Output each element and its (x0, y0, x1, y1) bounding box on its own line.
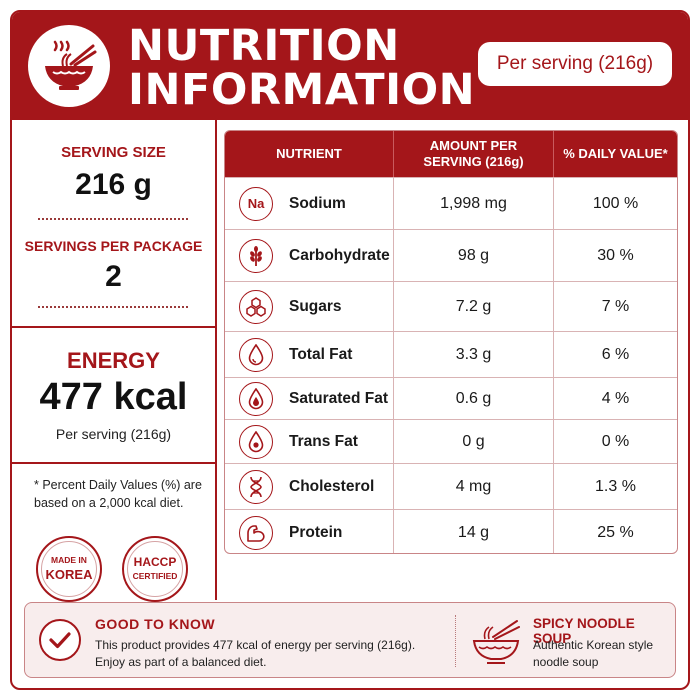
made-in-korea-badge: MADE IN KOREA (36, 536, 102, 602)
header-banner: NUTRITION INFORMATION Per serving (216g) (12, 12, 688, 120)
nutrient-name: Cholesterol (289, 477, 375, 495)
summary-column: SERVING SIZE 216 g SERVINGS PER PACKAGE … (12, 120, 217, 602)
column-header-amount: AMOUNT PER SERVING (216g) (393, 131, 553, 177)
nutrient-name: Total Fat (289, 345, 353, 363)
energy-label: ENERGY (67, 348, 160, 373)
table-row: Cholesterol 4 mg 1.3 % (225, 463, 677, 509)
page-title: NUTRITION INFORMATION (128, 21, 476, 115)
column-header-daily-value: % DAILY VALUE* (553, 131, 677, 177)
servings-per-package-label: SERVINGS PER PACKAGE (24, 238, 203, 254)
serving-badge: Per serving (216g) (478, 42, 672, 86)
info-footer: GOOD TO KNOW This product provides 477 k… (24, 602, 676, 678)
daily-value-note: * Percent Daily Values (%) are based on … (34, 478, 202, 510)
nutrient-name: Trans Fat (289, 432, 358, 450)
good-to-know-text: This product provides 477 kcal of energy… (95, 638, 416, 669)
nutrient-name: Saturated Fat (289, 389, 389, 407)
good-to-know-title: GOOD TO KNOW (95, 616, 216, 632)
nutrient-name: Sugars (289, 297, 342, 315)
table-row: Protein 14 g 25 % (225, 509, 677, 553)
nutrient-name: Protein (289, 523, 343, 541)
nutrient-name: Sodium (289, 194, 346, 212)
dotted-divider (38, 218, 188, 220)
footer-divider (455, 615, 456, 667)
serving-size-label: SERVING SIZE (61, 144, 166, 161)
serving-size-value: 216 g (75, 168, 152, 201)
amount-cell: 7.2 g (393, 282, 553, 331)
nutrient-table: NUTRIENT AMOUNT PER SERVING (216g) % DAI… (224, 130, 678, 554)
daily-value-cell: 6 % (553, 332, 677, 377)
sugar-cubes-icon (239, 289, 273, 324)
product-description: Authentic Korean style noodle soup (533, 638, 654, 669)
haccp-certified-badge: HACCP CERTIFIED (122, 536, 188, 602)
daily-value-cell: 7 % (553, 282, 677, 331)
amount-cell: 14 g (393, 510, 553, 553)
fat-drop-icon (239, 337, 273, 372)
noodle-bowl-icon (28, 25, 110, 107)
daily-value-cell: 1.3 % (553, 464, 677, 509)
noodle-bowl-icon (471, 619, 521, 670)
daily-value-cell: 25 % (553, 510, 677, 553)
dna-icon (239, 469, 273, 504)
amount-cell: 4 mg (393, 464, 553, 509)
amount-cell: 0 g (393, 420, 553, 463)
divider (12, 326, 215, 328)
nutrition-card: NUTRITION INFORMATION Per serving (216g)… (10, 10, 690, 690)
table-row: Trans Fat 0 g 0 % (225, 419, 677, 463)
table-row: Sugars 7.2 g 7 % (225, 281, 677, 331)
energy-value: 477 kcal (39, 376, 188, 418)
servings-per-package-value: 2 (105, 260, 122, 293)
daily-value-cell: 100 % (553, 178, 677, 229)
amount-cell: 0.6 g (393, 378, 553, 419)
divider (12, 462, 215, 464)
wheat-icon (239, 238, 273, 273)
column-header-nutrient: NUTRIENT (276, 146, 342, 161)
daily-value-cell: 4 % (553, 378, 677, 419)
check-icon (39, 619, 81, 661)
amount-cell: 1,998 mg (393, 178, 553, 229)
trans-fat-drop-icon (239, 424, 273, 459)
product-title: SPICY NOODLE SOUP (533, 616, 635, 646)
amount-cell: 98 g (393, 230, 553, 281)
saturated-fat-drop-icon (239, 381, 273, 416)
daily-value-cell: 0 % (553, 420, 677, 463)
amount-cell: 3.3 g (393, 332, 553, 377)
nutrient-name: Carbohydrate (289, 246, 390, 264)
daily-value-cell: 30 % (553, 230, 677, 281)
table-row: Na Sodium 1,998 mg 100 % (225, 177, 677, 229)
table-header: NUTRIENT AMOUNT PER SERVING (216g) % DAI… (225, 131, 677, 177)
table-row: Total Fat 3.3 g 6 % (225, 331, 677, 377)
table-row: Saturated Fat 0.6 g 4 % (225, 377, 677, 419)
table-row: Carbohydrate 98 g 30 % (225, 229, 677, 281)
energy-sub: Per serving (216g) (55, 426, 172, 442)
flexed-arm-icon (239, 515, 273, 550)
dotted-divider (38, 306, 188, 308)
sodium-na-icon: Na (239, 186, 273, 221)
